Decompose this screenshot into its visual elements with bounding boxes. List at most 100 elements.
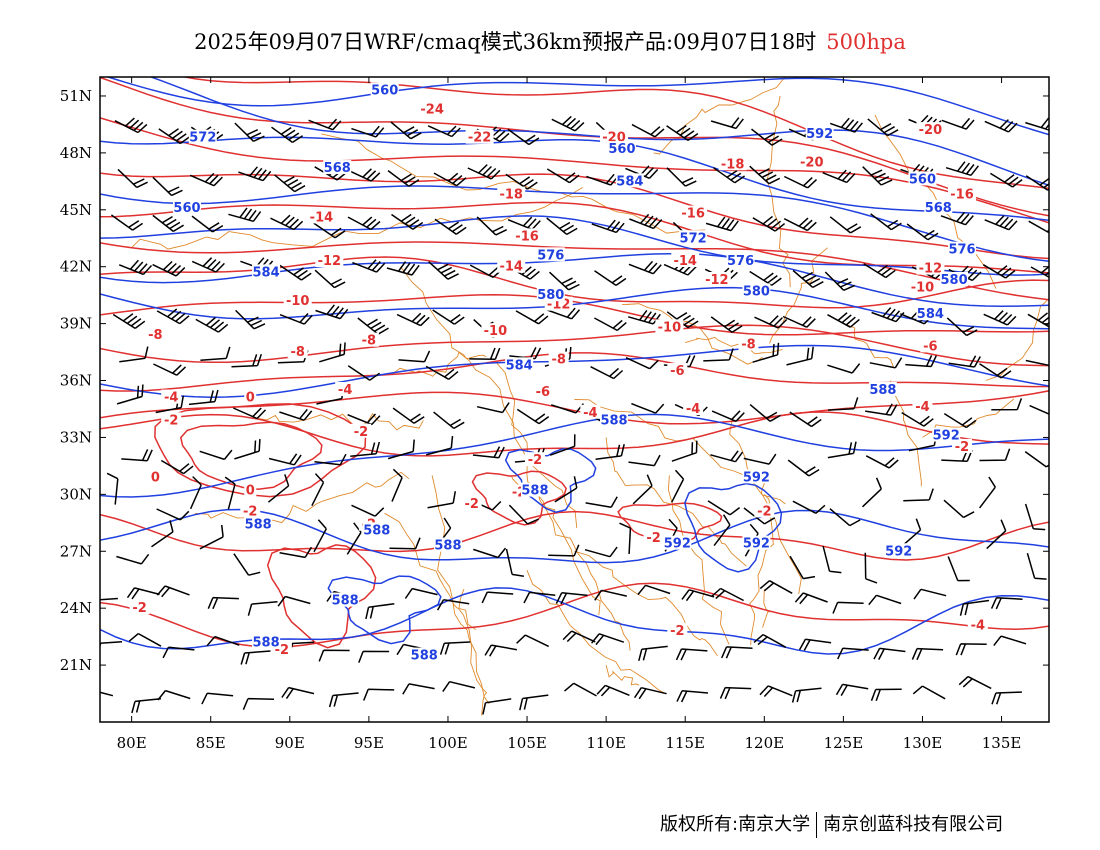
temperature-label: -2 [464,497,478,512]
temperature-label-bg [667,622,688,637]
wind-barb [632,474,653,505]
wind-barb [913,588,947,600]
temperature-label: -2 [646,531,660,546]
wind-barb [390,121,422,140]
wind-barb [131,697,161,714]
temperature-label: -4 [164,391,178,406]
height-label-bg [370,82,399,97]
wind-barb [189,172,223,187]
wind-barb [862,166,893,186]
wind-barb [119,346,149,363]
lat-tick-label: 45N [60,201,92,219]
wind-barb [128,632,162,647]
wind-barb [1030,265,1049,279]
wind-barb [281,686,315,700]
temperature-label-bg [461,495,482,510]
boundary-line [605,664,640,686]
temperature-label: -8 [148,328,162,343]
footer: 版权所有:南京大学 南京创蓝科技有限公司 [660,810,1003,838]
wind-barb [481,591,514,604]
height-label: 588 [869,383,896,398]
height-label: 584 [616,174,643,189]
height-label-bg [663,535,692,550]
height-label-bg [868,382,897,397]
wind-barb [591,219,625,234]
height-label: 584 [917,307,944,322]
wind-barb [516,408,550,425]
temperature-label: -16 [515,229,539,244]
temperature-label: -6 [923,339,937,354]
wind-barb [117,168,148,189]
wind-barb [676,690,709,703]
wind-barb [315,304,349,320]
wind-barb [1027,312,1049,328]
wind-barb [912,685,946,700]
wind-barb [106,472,119,505]
boundary-line [384,512,477,630]
wind-barb [126,587,160,600]
wind-barb [562,630,596,643]
temperature-label: -10 [484,324,508,339]
temperature-label: -10 [286,294,310,309]
temperature-label-bg [513,228,542,243]
wind-barb [585,496,618,508]
wind-barb [398,350,431,363]
height-contour [100,286,1049,330]
wind-barb [749,165,781,185]
wind-barb [476,216,508,236]
height-label: 584 [253,265,280,280]
wind-barb [162,646,195,659]
lat-tick-label: 33N [60,428,92,446]
wind-barb [827,363,861,374]
lat-tick-label: 39N [60,315,92,333]
temperature-label-bg [532,383,553,398]
boundary-line [258,413,424,431]
wind-barb [792,500,826,514]
wind-barb [631,123,665,138]
wind-barb [749,270,782,286]
wind-barb [619,522,632,555]
wind-barb [947,556,970,582]
height-label: 560 [909,172,936,187]
wind-barb [152,176,183,197]
wind-barb [199,449,233,461]
wind-barb [798,638,832,651]
wind-barb [274,174,306,193]
temperature-label-bg [916,122,945,137]
wind-barb [467,164,501,180]
temperature-label-bg [967,617,988,632]
boundary-line [843,323,894,368]
temperature-label: -12 [318,254,342,269]
wind-barb [363,688,395,701]
height-label-bg [536,247,565,262]
wind-barb [595,444,625,460]
temperature-contour [100,294,1049,336]
wind-barb [308,118,342,131]
temperature-label-bg [908,279,937,294]
height-label: 588 [434,539,461,554]
temperature-label-bg [149,469,162,484]
temperature-label-bg [679,205,708,220]
temperature-label-bg [283,292,312,307]
wind-barb [231,353,263,368]
height-label: 584 [506,358,533,373]
wind-barb [279,408,313,421]
height-label: 588 [363,523,390,538]
height-label: 592 [933,429,960,444]
temperature-label-bg [350,423,371,438]
temperature-label-bg [702,271,731,286]
wind-barb [984,215,1018,231]
height-contour [100,136,1049,222]
wind-barb [822,169,856,184]
wind-barb [749,404,781,422]
wind-barb [507,216,541,231]
temperature-label-bg [244,389,257,404]
wind-barb [594,589,627,601]
wind-barb [505,548,525,577]
wind-barb [206,635,240,647]
wind-barb [865,403,898,416]
lon-tick-label: 105E [507,734,547,752]
wind-barb [240,650,271,665]
height-label-bg [726,253,755,268]
wind-barb [319,342,346,363]
